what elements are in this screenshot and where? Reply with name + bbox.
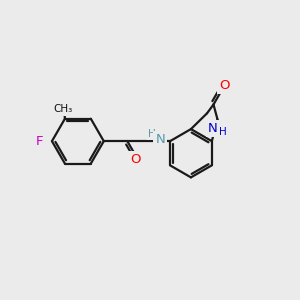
Text: H: H — [219, 127, 227, 137]
Text: O: O — [130, 153, 141, 166]
Text: CH₃: CH₃ — [54, 104, 73, 114]
Text: N: N — [155, 133, 165, 146]
Text: F: F — [36, 135, 44, 148]
Text: N: N — [208, 122, 218, 135]
Text: H: H — [148, 128, 156, 139]
Text: O: O — [219, 79, 230, 92]
